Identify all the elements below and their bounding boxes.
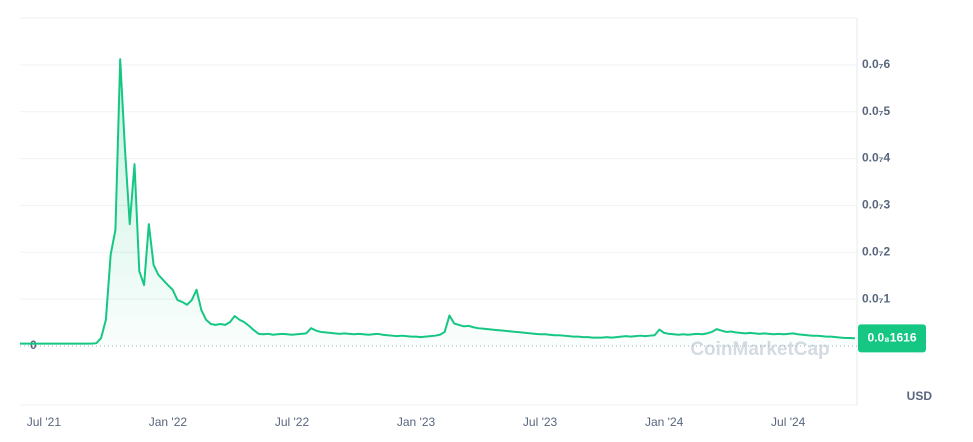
price-area xyxy=(20,59,855,346)
price-line xyxy=(20,58,856,345)
x-tick-label: Jul '24 xyxy=(771,415,806,429)
y-tick-label: 0.0₇1 xyxy=(862,291,890,305)
y-tick-label: 0.0₇2 xyxy=(862,244,890,258)
price-badge-label: 0.0₈1616 xyxy=(868,331,917,345)
y-tick-label: 0.0₇5 xyxy=(862,104,890,118)
x-tick-label: Jan '24 xyxy=(645,415,684,429)
x-tick-label: Jul '23 xyxy=(523,415,558,429)
x-tick-label: Jul '22 xyxy=(275,415,310,429)
x-tick-label: Jan '23 xyxy=(397,415,436,429)
unit-label: USD xyxy=(907,389,933,403)
price-badge xyxy=(858,324,926,353)
y-tick-label: 0.0₇4 xyxy=(862,151,890,165)
x-tick-label: Jan '22 xyxy=(149,415,188,429)
y-tick-label: 0.0₇3 xyxy=(862,198,890,212)
y-tick-label: 0.0₇6 xyxy=(862,57,890,71)
x-tick-label: Jul '21 xyxy=(27,415,62,429)
